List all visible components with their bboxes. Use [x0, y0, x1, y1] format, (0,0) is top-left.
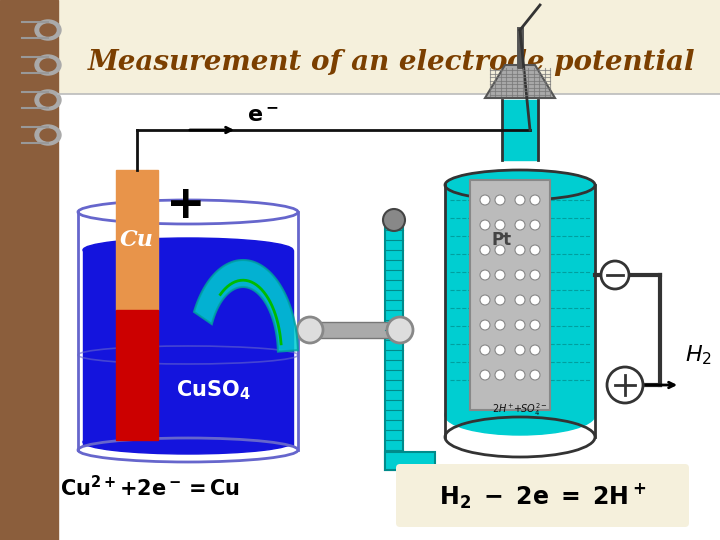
Circle shape	[530, 320, 540, 330]
Circle shape	[530, 220, 540, 230]
Circle shape	[480, 195, 490, 205]
Text: $\mathbf{Cu}^{\mathbf{2+}}\mathbf{+ 2e^- = Cu}$: $\mathbf{Cu}^{\mathbf{2+}}\mathbf{+ 2e^-…	[60, 475, 240, 501]
Bar	[385, 452, 435, 470]
Circle shape	[480, 345, 490, 355]
Circle shape	[480, 270, 490, 280]
Bar	[83, 250, 293, 445]
Text: Measurement of an electrode potential: Measurement of an electrode potential	[88, 49, 696, 76]
Circle shape	[495, 370, 505, 380]
Bar	[445, 185, 595, 415]
Circle shape	[530, 270, 540, 280]
Circle shape	[515, 320, 525, 330]
Bar	[116, 170, 158, 310]
Bar	[310, 322, 400, 338]
Polygon shape	[194, 260, 298, 352]
Circle shape	[480, 295, 490, 305]
Circle shape	[297, 317, 323, 343]
Ellipse shape	[35, 90, 61, 110]
Circle shape	[530, 345, 540, 355]
Circle shape	[530, 295, 540, 305]
Circle shape	[515, 345, 525, 355]
Circle shape	[495, 295, 505, 305]
Circle shape	[515, 195, 525, 205]
Circle shape	[601, 261, 629, 289]
Bar	[385, 220, 403, 470]
Bar	[0, 0, 58, 540]
Circle shape	[515, 245, 525, 255]
Circle shape	[515, 270, 525, 280]
Ellipse shape	[35, 125, 61, 145]
Circle shape	[495, 320, 505, 330]
Circle shape	[515, 295, 525, 305]
Circle shape	[495, 245, 505, 255]
Ellipse shape	[83, 430, 293, 454]
Circle shape	[383, 209, 405, 231]
Ellipse shape	[40, 59, 56, 71]
Circle shape	[530, 245, 540, 255]
Circle shape	[530, 195, 540, 205]
FancyBboxPatch shape	[396, 464, 689, 527]
Bar	[58, 94, 720, 540]
Text: $2H^+\!\!+\!\!SO_4^{2-}$: $2H^+\!\!+\!\!SO_4^{2-}$	[492, 402, 548, 418]
Circle shape	[387, 317, 413, 343]
Circle shape	[495, 195, 505, 205]
Circle shape	[515, 220, 525, 230]
Ellipse shape	[35, 20, 61, 40]
Circle shape	[515, 370, 525, 380]
Text: $\mathbf{e^-}$: $\mathbf{e^-}$	[247, 106, 279, 126]
Circle shape	[495, 220, 505, 230]
Circle shape	[495, 345, 505, 355]
Polygon shape	[485, 65, 555, 98]
Circle shape	[480, 320, 490, 330]
Ellipse shape	[445, 395, 595, 435]
Ellipse shape	[40, 94, 56, 106]
Text: Cu: Cu	[120, 229, 154, 251]
Circle shape	[495, 270, 505, 280]
Bar	[116, 310, 158, 440]
Bar	[502, 100, 538, 160]
Ellipse shape	[445, 170, 595, 200]
Circle shape	[607, 367, 643, 403]
Ellipse shape	[40, 129, 56, 141]
Ellipse shape	[83, 238, 293, 262]
Bar	[58, 0, 720, 95]
Text: Pt: Pt	[492, 231, 512, 249]
Circle shape	[480, 370, 490, 380]
Text: $\mathbf{H_2\ -\ 2e\ =\ 2H^+}$: $\mathbf{H_2\ -\ 2e\ =\ 2H^+}$	[439, 481, 647, 511]
Circle shape	[480, 220, 490, 230]
Text: +: +	[166, 183, 206, 227]
Ellipse shape	[40, 24, 56, 36]
Circle shape	[480, 245, 490, 255]
Text: $\mathbf{CuSO_4}$: $\mathbf{CuSO_4}$	[176, 378, 251, 402]
Text: $H_2$: $H_2$	[685, 343, 712, 367]
Bar	[470, 180, 550, 410]
Circle shape	[530, 370, 540, 380]
Ellipse shape	[35, 55, 61, 75]
